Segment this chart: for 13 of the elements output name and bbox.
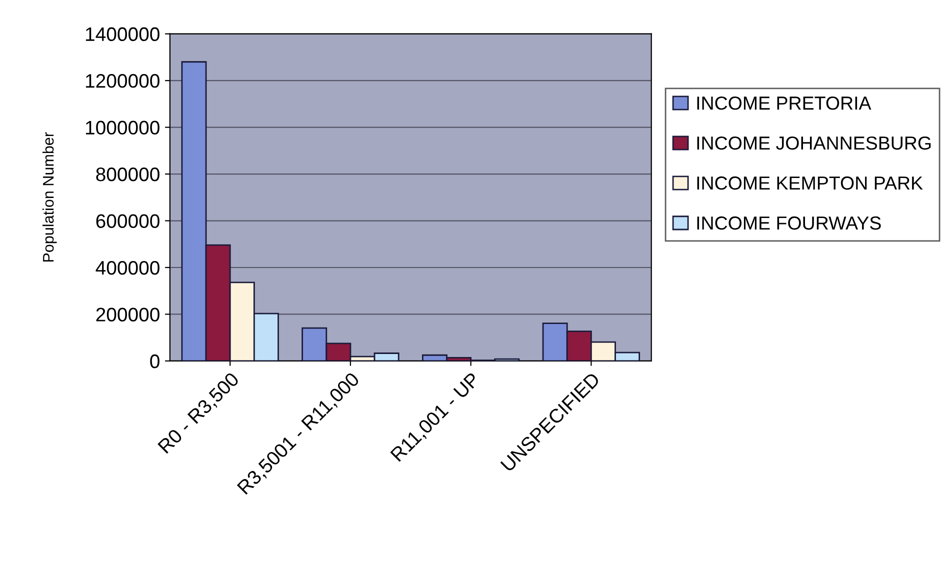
- y-tick-label: 400000: [96, 260, 160, 275]
- y-tick-label: 800000: [96, 168, 160, 182]
- legend-label: INCOME JOHANNESBURG: [697, 136, 931, 150]
- legend-label: INCOME KEMPTON PARK: [697, 176, 923, 190]
- y-tick-label: 0: [150, 354, 160, 368]
- y-tick-label: 200000: [96, 308, 160, 322]
- y-tick-label: 600000: [96, 214, 160, 228]
- y-tick-label: 1400000: [86, 27, 160, 42]
- legend-label: INCOME PRETORIA: [697, 96, 872, 110]
- y-axis-title: Population Number: [42, 132, 57, 262]
- y-tick-label: 1000000: [86, 120, 160, 135]
- y-tick-label: 1200000: [86, 74, 160, 88]
- legend-label: INCOME FOURWAYS: [697, 216, 881, 230]
